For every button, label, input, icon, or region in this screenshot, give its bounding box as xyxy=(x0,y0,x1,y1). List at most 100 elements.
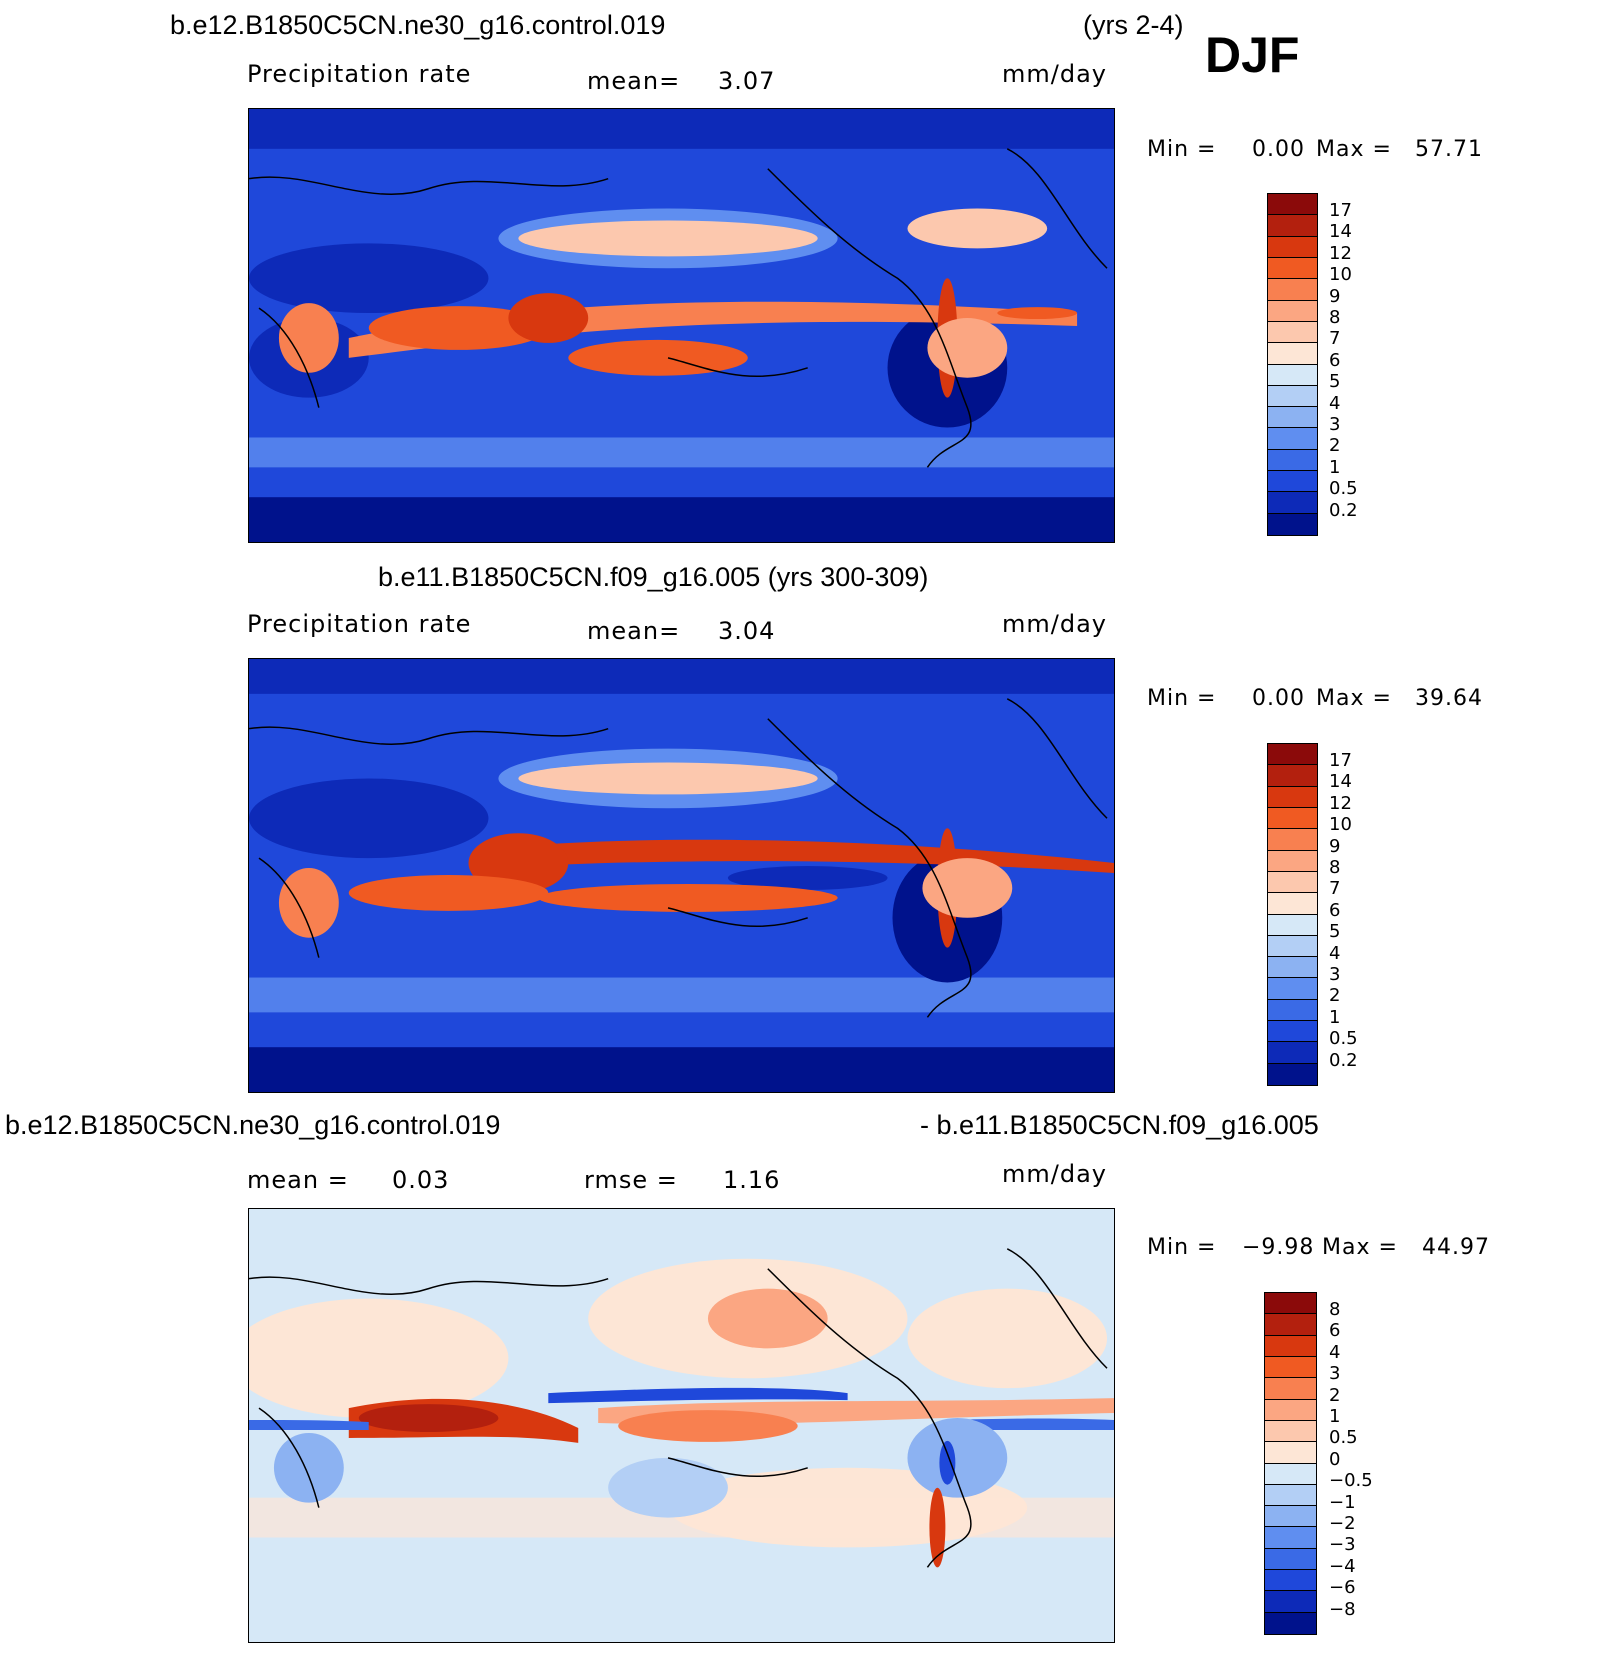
colorbar-tick-label: −6 xyxy=(1329,1577,1356,1599)
colorbar-swatch xyxy=(1268,364,1317,386)
colorbar-tick-label: −1 xyxy=(1329,1491,1356,1513)
colorbar-swatch xyxy=(1265,1463,1316,1485)
top-min-value: 0.00 xyxy=(1252,137,1305,162)
top-panel-years: (yrs 2-4) xyxy=(1083,10,1184,40)
colorbar-swatch xyxy=(1268,300,1317,322)
colorbar-swatch xyxy=(1265,1591,1316,1613)
colorbar-tick-label: −4 xyxy=(1329,1555,1356,1577)
colorbar-tick-label: 3 xyxy=(1329,1363,1341,1385)
colorbar-tick-label: −2 xyxy=(1329,1513,1356,1534)
colorbar-swatch xyxy=(1268,744,1317,766)
middle-min-value: 0.00 xyxy=(1252,686,1305,711)
colorbar-tick-label: 0.5 xyxy=(1329,1028,1358,1050)
colorbar-swatch xyxy=(1265,1356,1316,1379)
colorbar-swatch xyxy=(1268,449,1317,472)
colorbar-swatch xyxy=(1268,850,1317,872)
colorbar-tick-label: 17 xyxy=(1329,750,1352,771)
top-units-label: mm/day xyxy=(1002,60,1107,88)
colorbar-swatch xyxy=(1268,492,1317,514)
colorbar-swatch xyxy=(1268,1063,1317,1085)
colorbar-swatch xyxy=(1268,893,1317,915)
colorbar-swatch xyxy=(1265,1420,1316,1443)
colorbar-tick-label: 0.2 xyxy=(1329,1049,1358,1071)
colorbar-swatch xyxy=(1268,978,1317,1000)
bottom-mean-value: 0.03 xyxy=(392,1166,450,1194)
colorbar-tick-label: 5 xyxy=(1329,371,1341,393)
middle-colorbar xyxy=(1267,743,1318,1086)
bottom-panel-title-left: b.e12.B1850C5CN.ne30_g16.control.019 xyxy=(5,1110,501,1140)
difference-map xyxy=(248,1208,1115,1643)
colorbar-tick-label: −3 xyxy=(1329,1534,1356,1556)
difference-colorbar xyxy=(1264,1292,1317,1635)
bottom-min-value: −9.98 xyxy=(1242,1235,1315,1260)
top-max-value: 57.71 xyxy=(1415,137,1483,162)
colorbar-swatch xyxy=(1265,1293,1316,1315)
colorbar-tick-label: 1 xyxy=(1329,1406,1341,1427)
colorbar-tick-label: 0 xyxy=(1329,1448,1341,1470)
colorbar-tick-label: 9 xyxy=(1329,285,1341,307)
middle-units-label: mm/day xyxy=(1002,610,1107,638)
colorbar-swatch xyxy=(1265,1378,1316,1400)
colorbar-tick-label: 0.5 xyxy=(1329,478,1358,500)
colorbar-swatch xyxy=(1268,471,1317,493)
colorbar-tick-label: 8 xyxy=(1329,1299,1341,1320)
middle-min-label: Min = xyxy=(1147,686,1217,711)
colorbar-tick-label: 1 xyxy=(1329,1006,1341,1028)
colorbar-tick-label: 6 xyxy=(1329,1320,1341,1342)
middle-variable-label: Precipitation rate xyxy=(247,610,472,638)
colorbar-swatch xyxy=(1268,914,1317,936)
colorbar-tick-label: −8 xyxy=(1329,1598,1356,1620)
top-variable-label: Precipitation rate xyxy=(247,60,472,88)
bottom-rmse-value: 1.16 xyxy=(723,1166,781,1194)
colorbar-tick-label: 6 xyxy=(1329,349,1341,371)
top-min-label: Min = xyxy=(1147,137,1217,162)
colorbar-tick-label: 2 xyxy=(1329,1384,1341,1406)
colorbar-tick-label: 14 xyxy=(1329,221,1352,243)
colorbar-swatch xyxy=(1268,957,1317,979)
colorbar-tick-label: 10 xyxy=(1329,264,1352,286)
colorbar-tick-label: 7 xyxy=(1329,328,1341,350)
bottom-units-label: mm/day xyxy=(1002,1160,1107,1188)
colorbar-tick-label: 8 xyxy=(1329,857,1341,878)
colorbar-swatch xyxy=(1265,1314,1316,1336)
colorbar-tick-label: 3 xyxy=(1329,964,1341,985)
colorbar-swatch xyxy=(1265,1548,1316,1571)
colorbar-swatch xyxy=(1265,1335,1316,1357)
colorbar-tick-label: 17 xyxy=(1329,200,1352,221)
colorbar-swatch xyxy=(1268,1042,1317,1064)
bottom-rmse-label: rmse = xyxy=(584,1166,678,1194)
middle-max-label: Max = xyxy=(1316,686,1392,711)
top-precip-map xyxy=(248,108,1115,543)
colorbar-swatch xyxy=(1268,829,1317,851)
colorbar-tick-label: 12 xyxy=(1329,242,1352,264)
colorbar-tick-label: 5 xyxy=(1329,921,1341,943)
bottom-panel-title-right: - b.e11.B1850C5CN.f09_g16.005 xyxy=(920,1110,1319,1140)
colorbar-tick-label: 4 xyxy=(1329,1341,1341,1363)
colorbar-tick-label: 12 xyxy=(1329,792,1352,814)
colorbar-swatch xyxy=(1268,999,1317,1022)
colorbar-swatch xyxy=(1268,513,1317,535)
colorbar-swatch xyxy=(1265,1612,1316,1634)
colorbar-tick-label: 2 xyxy=(1329,435,1341,457)
colorbar-swatch xyxy=(1265,1506,1316,1528)
season-label: DJF xyxy=(1205,27,1300,83)
top-mean-label: mean= xyxy=(587,67,681,95)
colorbar-tick-label: −0.5 xyxy=(1329,1470,1373,1492)
colorbar-swatch xyxy=(1268,407,1317,429)
colorbar-tick-label: 6 xyxy=(1329,899,1341,921)
middle-mean-label: mean= xyxy=(587,617,681,645)
colorbar-swatch xyxy=(1268,807,1317,830)
colorbar-tick-label: 3 xyxy=(1329,414,1341,435)
middle-panel-title: b.e11.B1850C5CN.f09_g16.005 (yrs 300-309… xyxy=(378,562,929,592)
bottom-mean-label: mean = xyxy=(247,1166,349,1194)
middle-mean-value: 3.04 xyxy=(718,617,776,645)
colorbar-swatch xyxy=(1265,1442,1316,1464)
colorbar-tick-label: 8 xyxy=(1329,307,1341,328)
colorbar-tick-label: 0.5 xyxy=(1329,1427,1358,1449)
top-mean-value: 3.07 xyxy=(718,67,776,95)
colorbar-tick-label: 1 xyxy=(1329,456,1341,478)
top-max-label: Max = xyxy=(1316,137,1392,162)
colorbar-swatch xyxy=(1265,1570,1316,1592)
colorbar-swatch xyxy=(1268,194,1317,216)
colorbar-swatch xyxy=(1265,1527,1316,1549)
